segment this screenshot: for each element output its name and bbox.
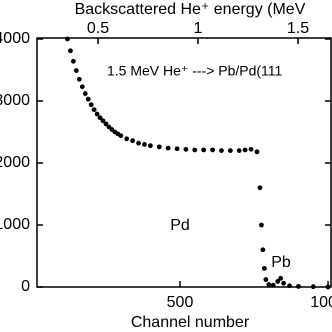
data-point	[165, 145, 171, 151]
data-point	[88, 102, 94, 108]
data-point	[257, 185, 263, 191]
data-point	[174, 146, 180, 152]
top-tick-label: 1.5	[287, 20, 309, 37]
top-tick-label: 1	[194, 20, 203, 37]
data-point	[76, 76, 82, 82]
x-tick-label: 500	[167, 294, 194, 311]
data-point	[100, 118, 106, 124]
data-point	[82, 91, 88, 96]
top-axis-title: Backscattered He⁺ energy (MeV	[75, 1, 306, 18]
data-point	[65, 36, 70, 42]
data-point	[278, 275, 284, 281]
data-point	[266, 282, 272, 287]
y-tick-label: 3000	[0, 92, 30, 109]
data-point	[259, 222, 264, 228]
data-point	[254, 149, 260, 155]
data-point	[261, 265, 267, 271]
data-point	[310, 284, 316, 290]
data-point	[219, 148, 224, 153]
y-tick-label: 1000	[0, 216, 30, 233]
data-point	[248, 146, 254, 152]
data-point	[103, 121, 109, 127]
data-point	[263, 277, 269, 282]
annotation: Pd	[170, 217, 190, 234]
data-point	[287, 283, 292, 289]
data-point	[147, 143, 153, 149]
data-point	[281, 280, 287, 286]
data-point	[130, 138, 136, 144]
data-point	[270, 282, 276, 288]
top-tick-label: 0.5	[87, 20, 109, 37]
data-point	[183, 146, 189, 152]
data-point	[325, 284, 331, 290]
data-point	[97, 115, 103, 121]
data-point	[210, 147, 215, 153]
data-point	[296, 283, 301, 289]
x-axis-title: Channel number	[131, 314, 250, 331]
data-point	[201, 147, 207, 153]
data-point	[236, 148, 242, 153]
data-point	[192, 147, 198, 153]
x-tick-label: 1000	[310, 294, 332, 311]
y-tick-label: 0	[21, 278, 30, 295]
data-point	[79, 84, 85, 90]
data-point	[260, 247, 266, 253]
data-point	[68, 48, 73, 54]
data-point	[118, 133, 124, 139]
data-point	[71, 58, 76, 64]
y-tick-label: 4000	[0, 30, 30, 47]
data-point	[85, 96, 91, 102]
data-point	[91, 107, 97, 113]
data-point	[275, 279, 281, 284]
annotation: 1.5 MeV He⁺ ---> Pb/Pd(111	[107, 63, 283, 79]
data-point	[227, 148, 233, 153]
data-point	[136, 140, 141, 146]
data-point	[142, 141, 147, 147]
data-point	[156, 144, 162, 150]
data-point	[242, 147, 248, 153]
y-tick-label: 2000	[0, 154, 30, 171]
data-point	[124, 136, 130, 142]
data-point	[94, 111, 100, 117]
data-point	[73, 68, 79, 74]
annotation: Pb	[271, 254, 291, 271]
